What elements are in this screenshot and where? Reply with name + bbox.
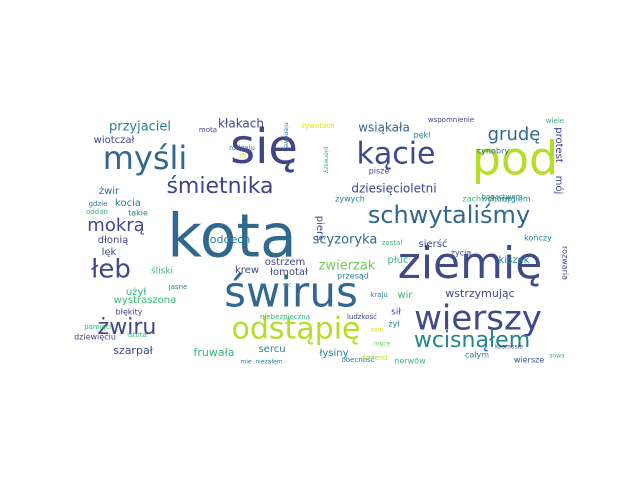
cloud-word: dziewięciu — [74, 333, 116, 342]
cloud-word: śmierci — [362, 354, 387, 362]
cloud-word: wiotczał — [94, 135, 135, 146]
cloud-word: jasne — [168, 283, 188, 291]
cloud-word: sercu — [258, 344, 285, 355]
cloud-word: nic — [283, 282, 292, 289]
cloud-word: szarpał — [113, 344, 153, 357]
cloud-word: pękł — [414, 131, 432, 140]
cloud-word: grudę — [488, 124, 541, 145]
cloud-word: krew — [235, 265, 259, 276]
cloud-word: ostrzem — [265, 257, 306, 268]
cloud-word: sił — [391, 308, 401, 318]
cloud-word: zwierzak — [319, 259, 376, 274]
cloud-word: kącie — [356, 137, 435, 172]
cloud-word: kończy — [524, 234, 552, 243]
cloud-word: kota — [167, 202, 297, 272]
cloud-word: żywotach — [301, 122, 334, 130]
cloud-word: sierść — [419, 238, 448, 250]
cloud-word: istota — [127, 331, 147, 339]
cloud-word: sowa — [549, 353, 565, 360]
cloud-word: mokrą — [87, 215, 144, 236]
cloud-word: oddech — [210, 233, 251, 246]
cloud-word: kocia — [115, 198, 141, 209]
cloud-word: się — [230, 119, 298, 175]
cloud-word: oddan — [86, 208, 108, 216]
cloud-word: mie — [240, 359, 252, 366]
cloud-word: łomotał — [270, 267, 308, 278]
cloud-word: dziesięcioletni — [351, 182, 436, 196]
cloud-word: bogactwem — [482, 193, 523, 201]
cloud-word: zostal — [382, 239, 403, 247]
cloud-word: nieżałem — [255, 359, 282, 366]
cloud-word: wsiąkała — [358, 121, 410, 135]
cloud-word: sam — [371, 327, 384, 334]
cloud-word: chirurgiem — [487, 195, 530, 204]
cloud-word: wstrzymując — [445, 287, 514, 300]
cloud-word: obecność — [341, 356, 374, 364]
cloud-word: życia — [451, 249, 472, 258]
cloud-word: łysiny — [319, 348, 348, 359]
cloud-word: wiele — [546, 117, 564, 125]
cloud-word: wystraszona — [114, 295, 177, 306]
cloud-word: protest — [553, 127, 564, 163]
cloud-word: pierwszy — [323, 147, 330, 174]
cloud-word: użył — [126, 287, 147, 298]
cloud-word: lęk — [102, 247, 117, 258]
cloud-word: świrus — [224, 268, 358, 317]
cloud-word: męce — [374, 341, 391, 348]
cloud-word: nienowe — [283, 122, 290, 148]
cloud-word: nerwów — [394, 356, 426, 366]
cloud-word: żywych — [335, 195, 365, 204]
cloud-word: łeb — [91, 255, 131, 285]
cloud-word: kłakach — [218, 117, 264, 131]
cloud-word: odstąpię — [231, 312, 360, 347]
cloud-word: myśli — [103, 139, 188, 177]
cloud-word: wiersze — [514, 356, 544, 365]
cloud-word: schwytaliśmy — [368, 201, 530, 229]
cloud-word: wierszy — [414, 299, 542, 339]
cloud-word: żwir — [99, 186, 120, 197]
cloud-word: scyzoryka — [313, 233, 378, 248]
cloud-word: kraju — [370, 291, 388, 299]
cloud-word: śliski — [151, 266, 173, 277]
cloud-word: mój — [553, 176, 565, 195]
cloud-word: ziemię — [398, 238, 543, 289]
cloud-word: wcisnąłem — [414, 328, 530, 353]
cloud-word: rodzaju — [229, 144, 255, 152]
cloud-word: dłonią — [98, 235, 129, 246]
cloud-word: płuc — [387, 255, 408, 266]
cloud-word: zachwycony — [463, 195, 512, 204]
cloud-word: wir — [397, 290, 413, 301]
cloud-word: kiszek — [499, 255, 530, 266]
cloud-word: jej — [238, 152, 246, 159]
cloud-word: gdzie — [89, 200, 108, 208]
cloud-word: śmietnika — [166, 174, 273, 199]
cloud-word: pierś — [314, 216, 326, 241]
cloud-word: ludzkość — [347, 313, 377, 321]
cloud-word: błękity — [116, 308, 143, 317]
cloud-word: wspomnienie — [428, 116, 474, 124]
cloud-word: mota — [199, 126, 217, 134]
cloud-word: kosmosie — [495, 344, 523, 351]
cloud-word: pisze — [369, 167, 390, 176]
cloud-word: żwiru — [98, 315, 157, 340]
cloud-word: całym — [465, 351, 489, 360]
cloud-word: fruwała — [194, 346, 235, 359]
cloud-word: pamięci — [84, 323, 112, 331]
cloud-word: niebezpieczną — [260, 313, 310, 321]
cloud-word: cynobry — [477, 147, 509, 156]
cloud-word: przesąd — [337, 272, 369, 281]
cloud-word: żył — [388, 320, 400, 329]
cloud-word: pod — [472, 132, 559, 186]
cloud-word: przyjaciel — [109, 120, 171, 135]
cloud-word: rozwaria — [561, 246, 570, 280]
cloud-word: takie — [128, 209, 148, 218]
